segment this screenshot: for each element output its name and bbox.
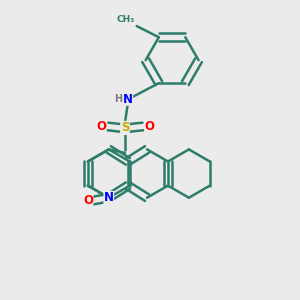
Text: CH₃: CH₃ — [116, 15, 134, 24]
Text: N: N — [104, 191, 114, 204]
Text: O: O — [96, 120, 106, 133]
Text: H: H — [114, 94, 123, 104]
Text: O: O — [144, 120, 154, 133]
Text: S: S — [121, 122, 129, 134]
Text: O: O — [83, 194, 93, 207]
Text: N: N — [123, 93, 133, 106]
